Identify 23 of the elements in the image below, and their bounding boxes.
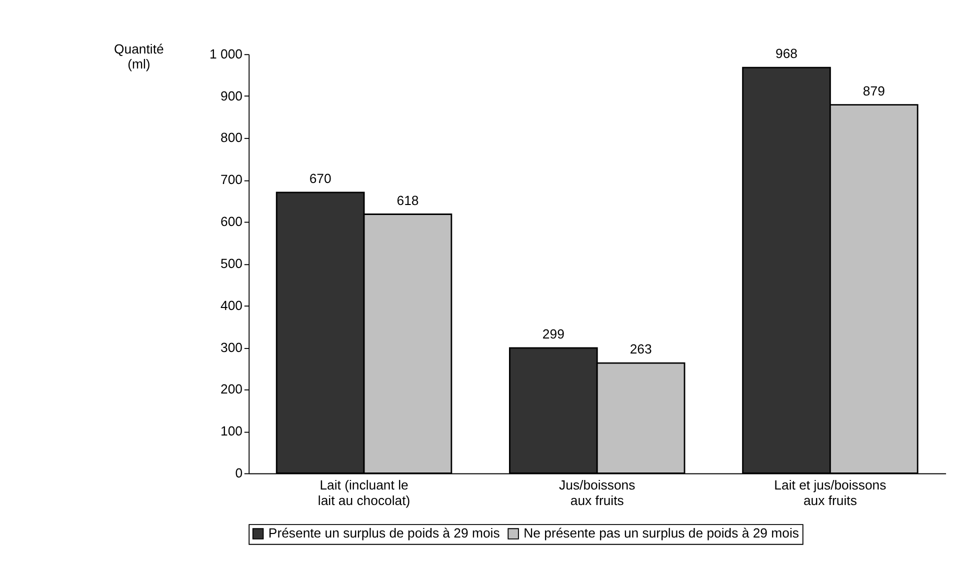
y-tick-label: 0 — [235, 465, 243, 480]
y-tick-label: 200 — [220, 382, 243, 397]
data-label: 263 — [630, 342, 652, 357]
y-tick-label: 900 — [220, 88, 243, 104]
y-tick-label: 1 000 — [210, 46, 243, 62]
legend-label: Présente un surplus de poids à 29 mois — [268, 526, 500, 541]
y-tick-label: 500 — [220, 256, 243, 271]
legend-label: Ne présente pas un surplus de poids à 29 mois — [524, 526, 800, 541]
y-tick-label: 300 — [220, 340, 243, 355]
data-label: 879 — [862, 83, 885, 98]
y-axis-title: Quantité (ml) — [114, 42, 164, 72]
data-label: 618 — [396, 192, 419, 208]
data-label: 968 — [776, 46, 798, 62]
data-label: 299 — [542, 326, 564, 342]
y-tick-label: 700 — [220, 172, 243, 188]
x-tick-label: Lait et jus/boissons aux fruits — [774, 478, 887, 508]
data-label: 670 — [309, 171, 332, 186]
y-tick-label: 600 — [220, 214, 243, 230]
x-tick-label: Jus/boissons aux fruits — [559, 478, 636, 508]
x-tick-label: Lait (incluant le lait au chocolat) — [318, 478, 410, 508]
y-tick-label: 800 — [220, 130, 243, 146]
y-tick-label: 100 — [220, 424, 243, 439]
y-tick-label: 400 — [220, 298, 243, 313]
